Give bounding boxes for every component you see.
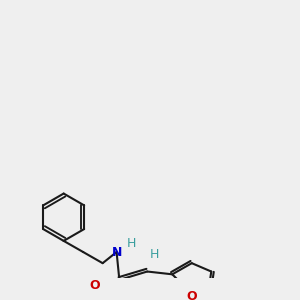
Text: H: H xyxy=(149,248,159,261)
Text: O: O xyxy=(187,290,197,300)
Text: O: O xyxy=(89,279,100,292)
Text: H: H xyxy=(127,237,136,250)
Text: N: N xyxy=(111,245,122,259)
